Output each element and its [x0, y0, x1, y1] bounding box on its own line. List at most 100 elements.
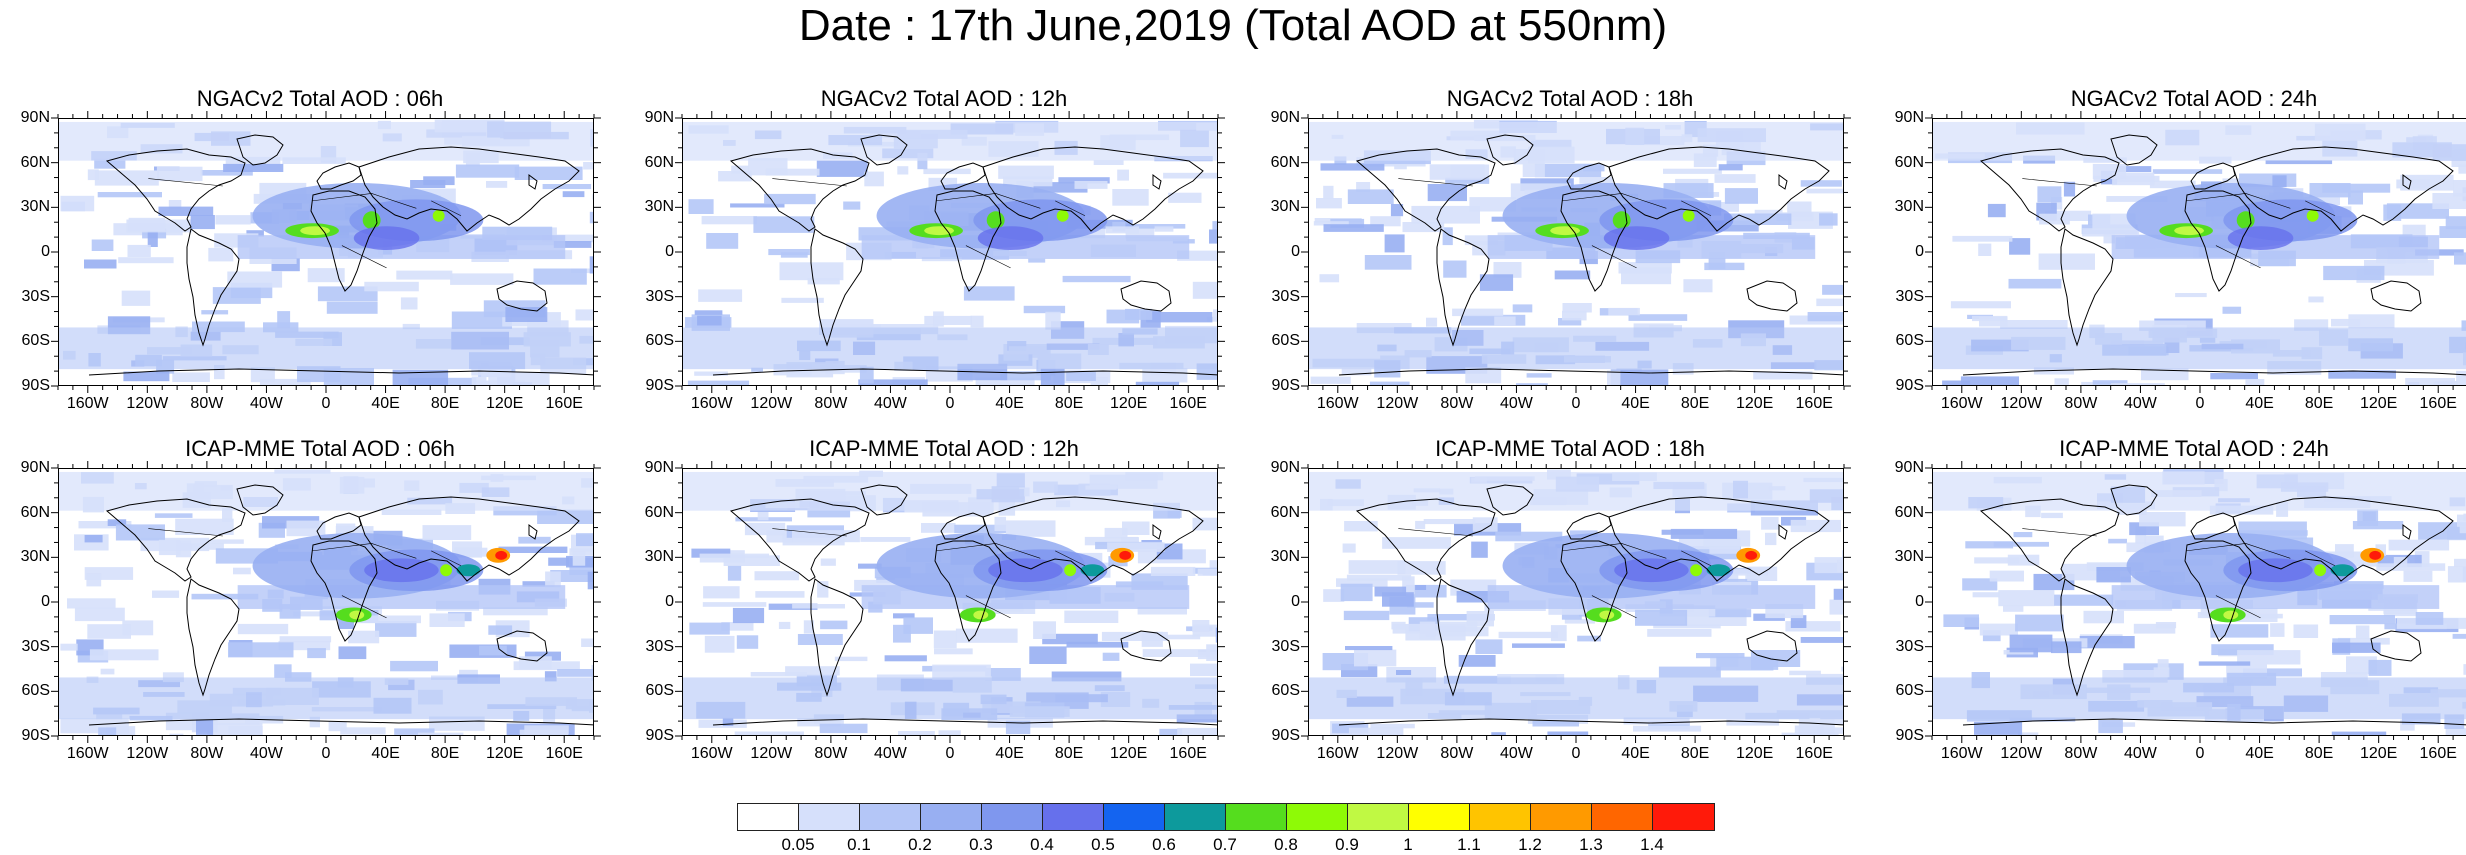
panel-title: ICAP-MME Total AOD : 06h	[10, 436, 630, 462]
lat-tick-label: 30S	[1884, 289, 1924, 305]
panel-title: ICAP-MME Total AOD : 12h	[634, 436, 1254, 462]
lon-tick-label: 0	[1546, 746, 1606, 762]
colorbar-swatch	[921, 804, 982, 830]
lon-tick-label: 160E	[1158, 396, 1218, 412]
lon-tick-label: 120W	[117, 396, 177, 412]
aod-map	[1932, 118, 2466, 386]
lon-tick-label: 160E	[534, 746, 594, 762]
lon-tick-label: 160W	[58, 396, 118, 412]
lon-tick-label: 80E	[415, 396, 475, 412]
lon-tick-label: 40W	[2110, 746, 2170, 762]
lon-tick-label: 160E	[1784, 746, 1844, 762]
lon-tick-label: 120W	[1991, 746, 2051, 762]
colorbar-swatch	[1104, 804, 1165, 830]
lat-tick-label: 30N	[634, 549, 674, 565]
panel-title: ICAP-MME Total AOD : 24h	[1884, 436, 2466, 462]
lon-tick-label: 40W	[1486, 746, 1546, 762]
lon-tick-label: 120E	[1099, 396, 1159, 412]
lat-tick-label: 90N	[1884, 460, 1924, 476]
lon-tick-label: 0	[2170, 746, 2230, 762]
lon-tick-label: 0	[2170, 396, 2230, 412]
lat-tick-label: 30S	[10, 289, 50, 305]
lon-tick-label: 40E	[980, 396, 1040, 412]
lon-tick-label: 120W	[741, 746, 801, 762]
lon-tick-label: 120W	[741, 396, 801, 412]
lon-tick-label: 120E	[2349, 396, 2409, 412]
lon-tick-label: 0	[1546, 396, 1606, 412]
lon-tick-label: 120W	[1367, 746, 1427, 762]
panel-title: NGACv2 Total AOD : 06h	[10, 86, 630, 112]
panel-title: NGACv2 Total AOD : 18h	[1260, 86, 1880, 112]
lon-tick-label: 120W	[117, 746, 177, 762]
lon-tick-label: 40W	[860, 746, 920, 762]
colorbar-label: 0.4	[1017, 835, 1067, 855]
lon-tick-label: 120E	[475, 746, 535, 762]
figure-title: Date : 17th June,2019 (Total AOD at 550n…	[0, 2, 2466, 50]
lon-tick-label: 160E	[2408, 396, 2466, 412]
lat-tick-label: 30S	[1884, 639, 1924, 655]
colorbar-label: 1.1	[1444, 835, 1494, 855]
lat-tick-label: 60N	[634, 505, 674, 521]
lat-tick-label: 60S	[10, 333, 50, 349]
lat-tick-label: 60S	[1260, 683, 1300, 699]
colorbar	[737, 803, 1715, 831]
lat-tick-label: 60N	[1884, 155, 1924, 171]
lon-tick-label: 80E	[2289, 746, 2349, 762]
lat-tick-label: 60S	[10, 683, 50, 699]
colorbar-swatch	[1409, 804, 1470, 830]
colorbar-swatch	[1592, 804, 1653, 830]
aod-map	[58, 118, 594, 386]
lon-tick-label: 160E	[1784, 396, 1844, 412]
colorbar-swatch	[982, 804, 1043, 830]
colorbar-swatch	[1287, 804, 1348, 830]
aod-map	[1308, 468, 1844, 736]
lon-tick-label: 40W	[2110, 396, 2170, 412]
lon-tick-label: 80E	[2289, 396, 2349, 412]
lon-tick-label: 40E	[980, 746, 1040, 762]
colorbar-swatch	[738, 804, 799, 830]
aod-map	[682, 468, 1218, 736]
lon-tick-label: 160E	[534, 396, 594, 412]
lon-tick-label: 40W	[236, 746, 296, 762]
lon-tick-label: 80W	[1427, 396, 1487, 412]
lat-tick-label: 90N	[634, 460, 674, 476]
colorbar-swatch	[860, 804, 921, 830]
panel-title: NGACv2 Total AOD : 12h	[634, 86, 1254, 112]
lon-tick-label: 80E	[1039, 746, 1099, 762]
colorbar-label: 0.9	[1322, 835, 1372, 855]
lat-tick-label: 90S	[634, 728, 674, 744]
colorbar-label: 1.4	[1627, 835, 1677, 855]
colorbar-label: 0.5	[1078, 835, 1128, 855]
lon-tick-label: 40E	[2230, 396, 2290, 412]
panel-title: NGACv2 Total AOD : 24h	[1884, 86, 2466, 112]
lon-tick-label: 80E	[415, 746, 475, 762]
lon-tick-label: 160W	[1308, 746, 1368, 762]
aod-map	[1932, 468, 2466, 736]
lat-tick-label: 30N	[1884, 549, 1924, 565]
lon-tick-label: 40W	[1486, 396, 1546, 412]
colorbar-label: 1	[1383, 835, 1433, 855]
colorbar-label: 0.6	[1139, 835, 1189, 855]
lat-tick-label: 90N	[10, 460, 50, 476]
lon-tick-label: 80W	[2051, 746, 2111, 762]
lon-tick-label: 40W	[236, 396, 296, 412]
lat-tick-label: 0	[1260, 244, 1300, 260]
lon-tick-label: 160W	[1308, 396, 1368, 412]
lon-tick-label: 40E	[356, 396, 416, 412]
lat-tick-label: 30N	[1260, 549, 1300, 565]
lat-tick-label: 60S	[1260, 333, 1300, 349]
lon-tick-label: 0	[296, 746, 356, 762]
lat-tick-label: 90S	[1884, 378, 1924, 394]
lat-tick-label: 30N	[1260, 199, 1300, 215]
lat-tick-label: 90S	[10, 728, 50, 744]
lon-tick-label: 160W	[1932, 396, 1992, 412]
lon-tick-label: 40W	[860, 396, 920, 412]
lat-tick-label: 60N	[1260, 155, 1300, 171]
colorbar-swatch	[1531, 804, 1592, 830]
lat-tick-label: 90S	[1884, 728, 1924, 744]
